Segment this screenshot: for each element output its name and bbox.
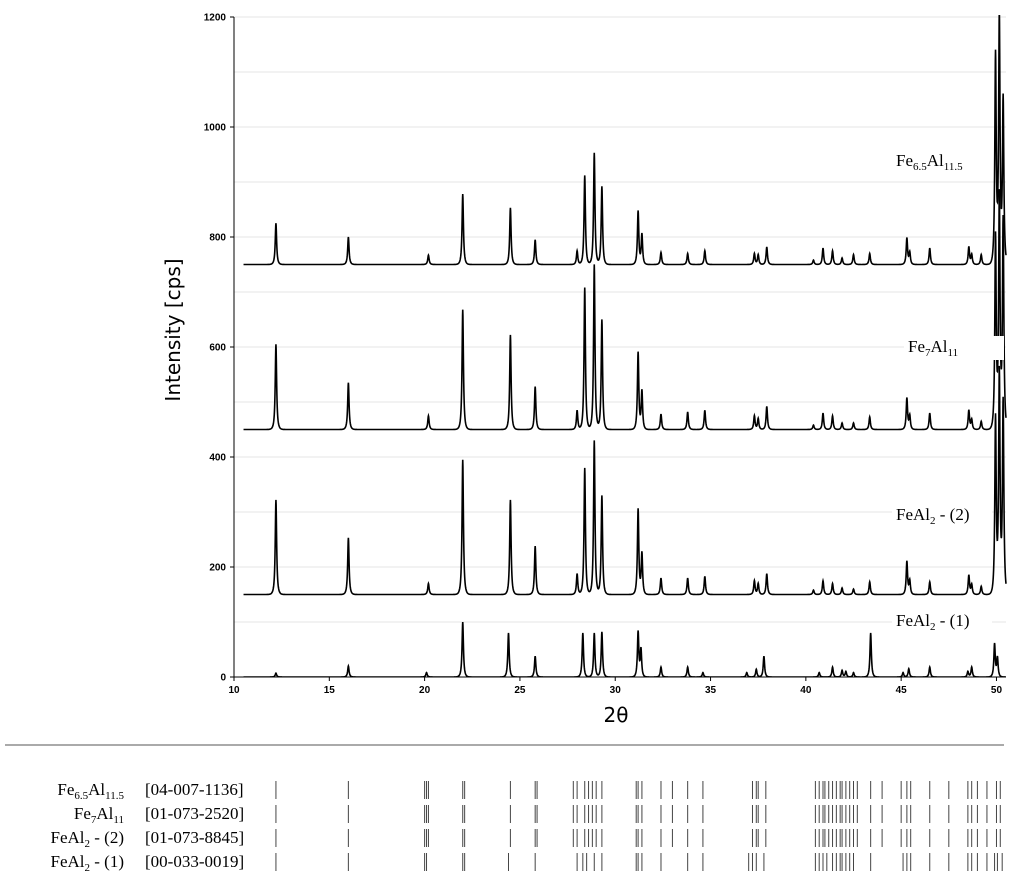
y-tick-label: 600 [209,343,226,354]
label-backdrop [892,610,992,634]
axes: 0 200 400 600 800 1000 1200 10 15 20 25 30 35 40 45 50 [204,13,1006,696]
x-tick-label: 20 [419,685,431,696]
y-tick-label: 800 [209,233,226,244]
y-tick-label: 0 [220,673,226,684]
series-labels: FeAl2 - (1) FeAl2 - (2) Fe7Al11 Fe6.5Al11.5 [892,150,1004,634]
label-backdrop [892,504,992,528]
y-tick-label: 200 [209,563,226,574]
reference-phase-label: Fe6.5Al11.5 [57,780,124,802]
series-label-group: Fe7Al11 [904,336,1004,360]
x-tick-label: 30 [610,685,622,696]
series-line-feal2-2 [243,365,1007,596]
reference-card-number: [04-007-1136] [145,780,244,799]
series-label: FeAl2 - (1) [896,611,969,633]
x-tick-label: 40 [800,685,812,696]
label-backdrop [892,150,992,174]
label-backdrop [904,336,1004,360]
x-tick-label: 25 [514,685,526,696]
y-axis-title: Intensity [cps] [161,258,185,401]
series-label: Fe6.5Al11.5 [896,151,963,173]
series-group [243,15,1007,677]
x-axis-title: 2θ [604,703,629,727]
x-tick-label: 35 [705,685,717,696]
y-tick-label: 1000 [204,123,227,134]
series-line-fe7al11 [243,189,1007,431]
series-label-group: FeAl2 - (2) [892,504,992,528]
reference-card-number: [01-073-2520] [145,804,244,823]
x-tick-label: 50 [991,685,1003,696]
x-tick-label: 45 [896,685,908,696]
reference-phase-label: Fe7Al11 [74,804,124,826]
series-line-feal2-1 [243,621,1006,677]
series-label-group: FeAl2 - (1) [892,610,992,634]
y-tick-label: 400 [209,453,226,464]
series-label: FeAl2 - (2) [896,505,969,527]
reference-card-number: [00-033-0019] [145,852,244,871]
series-label: Fe7Al11 [908,337,958,359]
series-label-group: Fe6.5Al11.5 [892,150,992,174]
x-tick-label: 15 [324,685,336,696]
reference-phase-label: FeAl2 - (1) [51,852,124,874]
y-tick-label: 1200 [204,13,227,24]
reference-phase-label: FeAl2 - (2) [51,828,124,850]
x-tick-label: 10 [228,685,240,696]
series-line-fe6-5al11-5 [243,15,1007,266]
horizontal-grid [234,16,1006,623]
reference-pattern-table: Fe6.5Al11.5 [04-007-1136] Fe7Al11 [01-073-2… [51,780,1003,874]
reference-card-number: [01-073-8845] [145,828,244,847]
